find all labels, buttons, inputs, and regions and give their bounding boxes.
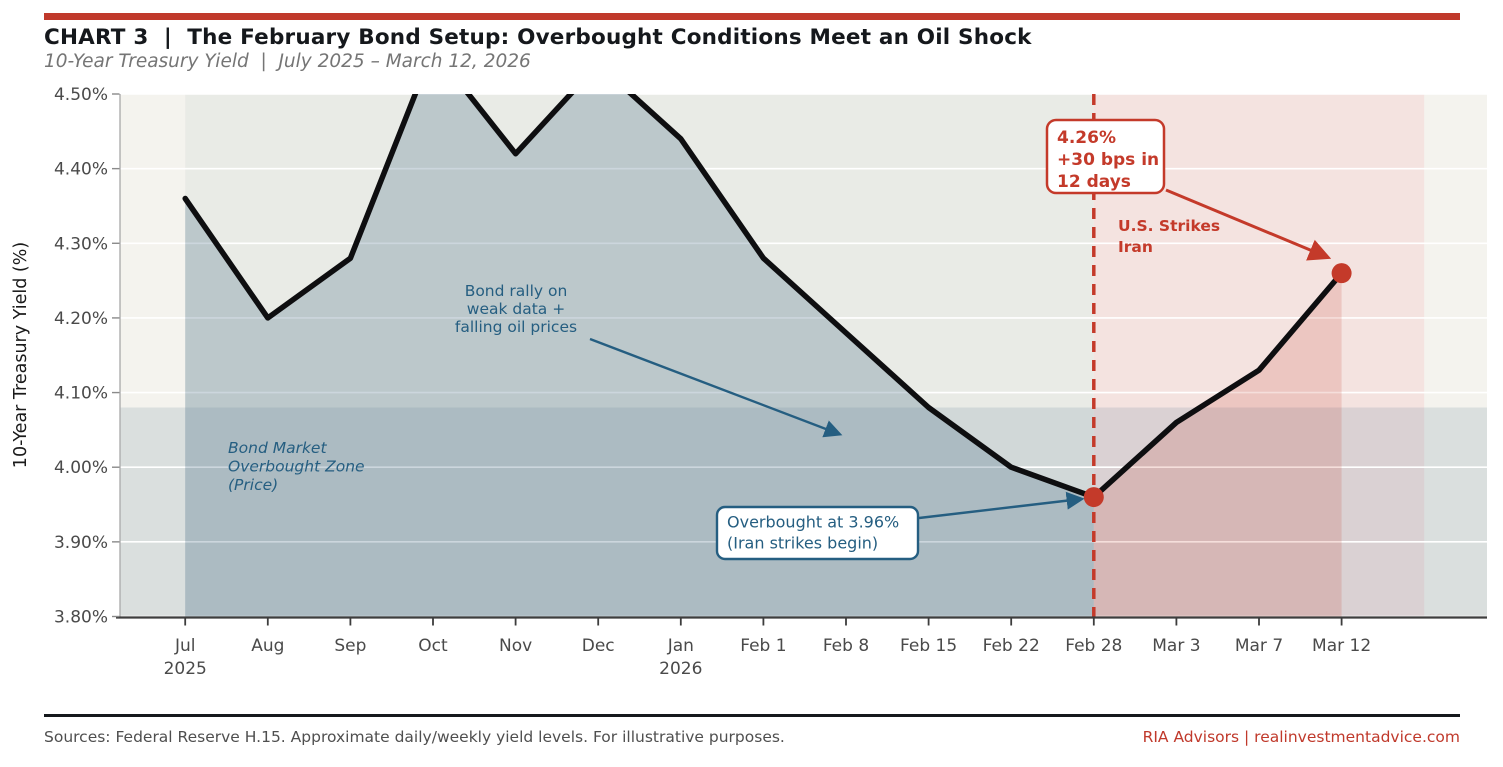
x-label-Mar 3: Mar 3 (1152, 636, 1200, 656)
pre-shock-span (185, 94, 1094, 617)
chart-canvas: Jul Aug Sep Oct Nov Dec Jan Feb 1 Feb 8 Feb 15 Feb… (11, 85, 1487, 679)
x-label-Mar 12: Mar 12 (1312, 636, 1371, 656)
y-label-4.40%: 4.40% (54, 160, 108, 180)
y-label-4.10%: 4.10% (54, 384, 108, 404)
y-label-4.50%: 4.50% (54, 85, 108, 105)
footer-brand-link: RIA Advisors | realinvestmentadvice.com (1142, 728, 1460, 746)
plot-layer (182, 94, 1345, 617)
footer-divider (44, 714, 1460, 717)
y-label-3.90%: 3.90% (54, 533, 108, 553)
overbought-zone-label-line1: Bond Market (228, 439, 327, 457)
x-label-Feb 15: Feb 15 (900, 636, 957, 656)
rally-note-line2: weak data + (467, 300, 565, 318)
brand-top-bar (44, 13, 1460, 20)
peak-callout-line3: 12 days (1057, 172, 1131, 192)
y-axis-title: 10-Year Treasury Yield (%) (11, 242, 31, 468)
x-label-Sep: Sep (334, 636, 366, 656)
rally-note-line3: falling oil prices (455, 318, 577, 336)
rally-note-line1: Bond rally on (465, 282, 568, 300)
rally-note-arrow (589, 337, 843, 438)
area-fill-shock (1093, 273, 1342, 617)
tick-labels: Jul Aug Sep Oct Nov Dec Jan Feb 1 Feb 8 Feb 15 Feb… (54, 85, 1371, 679)
x-label-Jan: Jan (667, 636, 694, 656)
overbought-callout-box (715, 505, 920, 561)
overbought-zone-label-line3: (Price) (228, 476, 278, 494)
y-label-4.20%: 4.20% (54, 309, 108, 329)
x-label-Feb 1: Feb 1 (740, 636, 786, 656)
chart-title: CHART 3 | The February Bond Setup: Overb… (44, 25, 1032, 50)
y-label-4.30%: 4.30% (54, 234, 108, 254)
peak-callout-line2: +30 bps in (1057, 150, 1159, 170)
x-label-Oct: Oct (418, 636, 448, 656)
axis-ticks (112, 93, 1343, 626)
overbought-callout-arrow (918, 491, 1085, 520)
x-year-label-2025: 2025 (164, 659, 207, 679)
x-label-Feb 28: Feb 28 (1065, 636, 1122, 656)
strike-label-line2: Iran (1118, 238, 1153, 256)
x-year-label-2026: 2026 (659, 659, 702, 679)
y-label-3.80%: 3.80% (54, 608, 108, 628)
chart-subtitle: 10-Year Treasury Yield | July 2025 – Mar… (44, 51, 531, 72)
footer-sources: Sources: Federal Reserve H.15. Approxima… (44, 728, 785, 746)
peak-callout-line1: 4.26% (1057, 128, 1116, 148)
overbought-zone-label-line2: Overbought Zone (228, 458, 365, 476)
y-label-4.00%: 4.00% (54, 458, 108, 478)
x-label-Aug: Aug (251, 636, 284, 656)
overbought-callout-line2: (Iran strikes begin) (727, 534, 878, 553)
strike-label-line1: U.S. Strikes (1118, 217, 1220, 235)
x-label-Feb 22: Feb 22 (983, 636, 1040, 656)
x-label-Feb 8: Feb 8 (823, 636, 869, 656)
x-label-Dec: Dec (582, 636, 615, 656)
point-mar12-high (1331, 263, 1352, 284)
x-label-Jul: Jul (174, 636, 196, 656)
point-feb28-low (1083, 487, 1104, 508)
area-fill-pre-shock (185, 94, 1094, 617)
peak-callout-box (1045, 118, 1166, 195)
overbought-callout-line1: Overbought at 3.96% (727, 513, 899, 532)
yield-line (182, 94, 1345, 500)
x-label-Mar 7: Mar 7 (1235, 636, 1283, 656)
x-label-Nov: Nov (499, 636, 532, 656)
peak-callout-arrow (1165, 188, 1332, 261)
